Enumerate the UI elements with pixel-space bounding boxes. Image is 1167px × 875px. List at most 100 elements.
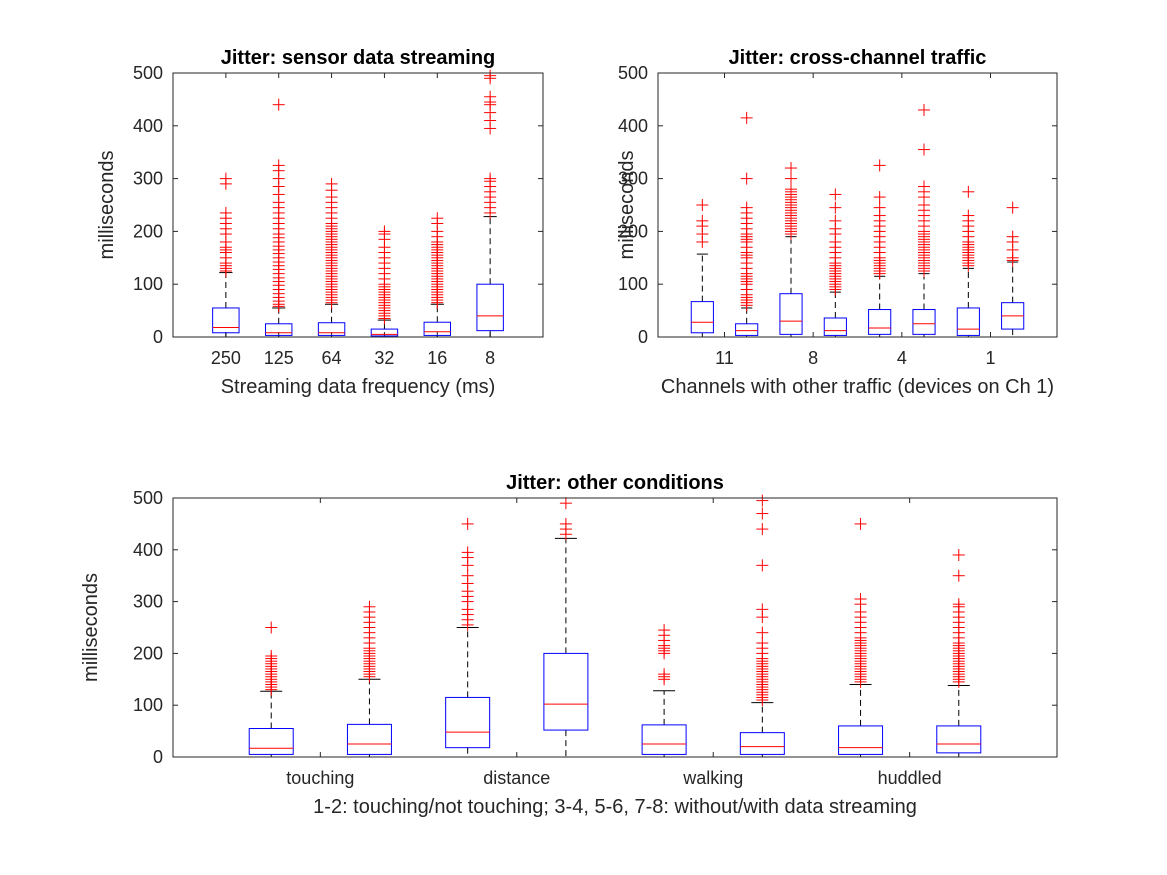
outlier-point (1006, 230, 1019, 243)
outlier-point (696, 214, 709, 227)
iqr-box (956, 307, 980, 336)
x-tick-label: 8 (485, 348, 495, 368)
x-tick-label: 32 (374, 348, 394, 368)
outlier-point (952, 569, 965, 582)
box-plot (779, 162, 803, 338)
x-tick-label: 8 (808, 348, 818, 368)
y-tick-label: 100 (618, 274, 648, 294)
x-tick-label: 1 (985, 348, 995, 368)
plot-other-conditions: Jitter: other conditions 0 100 200 300 400 500… (80, 472, 1058, 818)
outlier-point (785, 172, 797, 185)
outlier-point (265, 621, 278, 634)
y-tick-label: 300 (133, 592, 163, 612)
outlier-point (962, 209, 975, 222)
box-plot (346, 600, 392, 758)
outlier-point (461, 517, 474, 530)
box-plot (445, 517, 491, 758)
box-plot (543, 497, 589, 758)
x-tick-label: distance (483, 768, 550, 788)
y-tick-label: 400 (133, 540, 163, 560)
box-plot (823, 188, 847, 338)
box-plot (690, 199, 714, 338)
iqr-box (690, 301, 714, 334)
outlier-point (756, 559, 769, 572)
iqr-box (212, 307, 240, 334)
box-plot (1001, 201, 1025, 338)
iqr-box (476, 283, 504, 332)
outlier-point (785, 183, 797, 196)
iqr-box (838, 725, 884, 755)
outlier-point (829, 201, 842, 214)
axes-frame (657, 72, 1058, 338)
box-plot (248, 621, 294, 758)
x-tick-label: 125 (264, 348, 294, 368)
outlier-point (785, 162, 797, 175)
x-tick-label: walking (682, 768, 743, 788)
iqr-box (543, 652, 589, 731)
chart-title: Jitter: other conditions (506, 472, 724, 494)
outlier-point (829, 214, 842, 227)
box-plot (936, 548, 982, 758)
outlier-point (918, 180, 930, 193)
x-axis-label: Streaming data frequency (ms) (221, 376, 496, 398)
iqr-box (445, 696, 491, 749)
iqr-box (248, 728, 294, 755)
outlier-point (873, 191, 886, 204)
iqr-box (423, 321, 452, 336)
outlier-point (559, 497, 572, 510)
iqr-box (735, 323, 759, 336)
y-axis-label: milliseconds (96, 151, 118, 260)
iqr-box (346, 723, 392, 755)
outlier-point (363, 600, 376, 613)
outlier-point (461, 546, 474, 559)
box-plot (868, 159, 892, 338)
outlier-point (1006, 201, 1019, 214)
x-tick-label: 16 (427, 348, 447, 368)
x-tick-label: 11 (715, 348, 734, 368)
iqr-box (265, 323, 293, 336)
axes-frame (172, 72, 544, 338)
outlier-point (918, 143, 930, 156)
y-tick-label: 0 (638, 327, 648, 347)
box-plot (423, 212, 452, 338)
x-axis-label: 1-2: touching/not touching; 3-4, 5-6, 7-… (313, 796, 917, 818)
iqr-box (868, 309, 892, 335)
x-tick-label: touching (286, 768, 354, 788)
outlier-point (756, 603, 769, 616)
iqr-box (739, 732, 785, 755)
outlier-point (873, 201, 886, 214)
outlier-point (484, 90, 497, 103)
outlier-point (962, 185, 975, 198)
iqr-box (912, 309, 936, 335)
plot-cross-channel-traffic: Jitter: cross-channel traffic 0 100 200 300 4… (616, 47, 1058, 398)
x-tick-label: 64 (322, 348, 342, 368)
y-tick-label: 100 (133, 695, 163, 715)
iqr-box (641, 724, 687, 755)
x-tick-label: huddled (878, 768, 942, 788)
outlier-point (431, 212, 444, 225)
outlier-point (756, 523, 769, 536)
outlier-point (325, 177, 338, 190)
y-tick-label: 100 (133, 274, 163, 294)
x-axis-label: Channels with other traffic (devices on … (661, 376, 1054, 398)
y-tick-label: 0 (153, 747, 163, 767)
outlier-point (740, 111, 753, 124)
outlier-point (658, 668, 671, 681)
chart-title: Jitter: sensor data streaming (221, 47, 496, 69)
plot-sensor-data-streaming: Jitter: sensor data streaming 0 100 200 300 4… (96, 47, 544, 398)
outlier-point (484, 69, 497, 82)
y-tick-label: 0 (153, 327, 163, 347)
box-plot (265, 98, 293, 338)
x-tick-label: 4 (897, 348, 907, 368)
outlier-point (740, 201, 753, 214)
box-plot (370, 225, 399, 338)
box-plot (212, 172, 240, 338)
outlier-point (873, 159, 886, 172)
outlier-point (219, 206, 232, 219)
iqr-box (936, 725, 982, 754)
y-tick-label: 500 (133, 63, 163, 83)
y-axis-label: milliseconds (616, 151, 638, 260)
outlier-point (829, 188, 842, 201)
y-tick-label: 400 (618, 116, 648, 136)
box-plot (956, 185, 980, 338)
